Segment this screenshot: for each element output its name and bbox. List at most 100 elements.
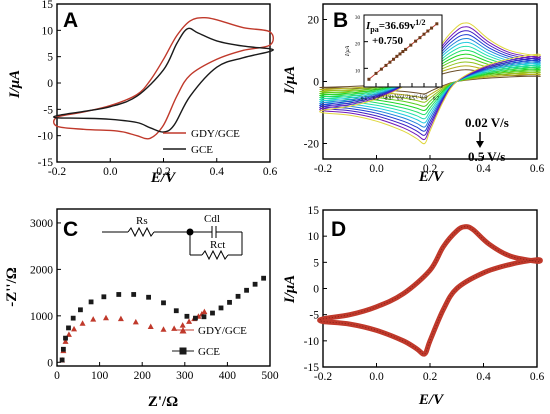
fit-point <box>404 47 408 51</box>
x-tick-label: -0.2 <box>48 166 66 178</box>
x-tick-label: 200 <box>134 370 152 382</box>
fit-point <box>414 39 418 43</box>
x-tick-label: 0.4 <box>397 97 404 102</box>
inset-ticks: 0.1 0.2 0.3 0.4 0.5 0.6 0.7 10 20 30 <box>355 14 440 102</box>
panel-b-ticks: -0.2 0.0 0.2 0.4 0.6 -20 0 20 <box>304 15 545 176</box>
panel-c-ylabel: -Z''/Ω <box>4 267 20 307</box>
y-tick-label: 20 <box>355 43 361 48</box>
fit-point <box>422 32 426 36</box>
eis-point-gce <box>210 310 215 316</box>
panel-a: -0.2 0.0 0.2 0.4 0.6 -15 -10 -5 0 5 10 15 A E/V I/μ… <box>7 0 277 186</box>
cv-curve-texture <box>319 226 541 355</box>
sweep-end-label: 0.5 V/s <box>468 149 505 164</box>
eis-point-gdy <box>160 326 167 332</box>
panel-c-ticks: 0 100 200 300 400 500 0 1000 2000 3000 <box>30 218 279 382</box>
eis-point-gce <box>227 299 232 305</box>
y-tick-label: 0 <box>313 77 319 89</box>
eis-point-gce <box>116 292 122 297</box>
panel-b-xlabel: E/V <box>418 169 445 185</box>
panel-a-xlabel: E/V <box>150 170 177 186</box>
y-tick-label: 30 <box>355 16 361 21</box>
y-tick-label: 0 <box>313 284 319 296</box>
eis-point-gce <box>101 294 107 300</box>
eis-point-gce <box>184 313 190 319</box>
eis-point-gdy <box>65 331 72 337</box>
y-tick-label: -5 <box>43 104 53 116</box>
cv-curve-gce <box>53 27 274 133</box>
panel-b-inset: 0.1 0.2 0.3 0.4 0.5 0.6 0.7 10 20 30 Ipa=36.69v1/… <box>345 14 443 102</box>
x-tick-label: -0.2 <box>314 163 332 175</box>
y-tick-label: 3000 <box>30 218 53 230</box>
x-tick-label: 0.6 <box>421 97 428 102</box>
x-tick-label: 0.4 <box>210 166 225 178</box>
y-tick-label: 0 <box>47 357 53 369</box>
panel-b: -0.2 0.0 0.2 0.4 0.6 -20 0 20 B E/V I/μA 0.02 V… <box>282 3 545 185</box>
eis-point-gce <box>218 305 224 311</box>
square-marker-icon <box>179 347 187 355</box>
circuit-label-cdl: Cdl <box>204 213 220 225</box>
x-tick-label: 0 <box>54 370 60 382</box>
circuit-label-rs: Rs <box>136 215 148 227</box>
resistor-rct-icon <box>201 249 229 261</box>
eis-point-gce <box>201 314 207 320</box>
x-tick-label: 0.2 <box>423 371 438 383</box>
y-tick-label: 15 <box>42 0 54 11</box>
panel-d-curves <box>317 224 543 357</box>
eis-point-gdy <box>179 322 186 328</box>
x-tick-label: -0.2 <box>314 371 332 383</box>
eis-point-gce <box>78 307 83 313</box>
y-tick-label: -20 <box>304 139 320 151</box>
panel-c-legend: GDY/GCE GCE <box>172 325 247 358</box>
fit-point <box>395 54 399 58</box>
x-tick-label: 0.7 <box>433 97 440 102</box>
panel-d: -0.2 0.0 0.2 0.4 0.6 -15 -10 -5 0 5 10 15 D E/V I/μ… <box>282 205 544 408</box>
x-tick-label: 0.5 <box>409 97 416 102</box>
x-tick-label: 0.2 <box>423 163 438 175</box>
eis-point-gdy <box>186 318 193 324</box>
eis-point-gce <box>66 325 71 331</box>
y-tick-label: -10 <box>38 131 54 143</box>
fit-point <box>392 57 396 61</box>
eis-point-gdy <box>117 315 124 322</box>
eis-point-gce <box>131 292 137 297</box>
y-tick-label: 10 <box>355 69 361 74</box>
eis-point-gce <box>88 299 94 305</box>
y-tick-label: 0 <box>47 78 53 90</box>
panel-c-markers <box>59 275 267 363</box>
cv-curve-thick <box>317 224 543 357</box>
y-tick-label: -10 <box>304 336 320 348</box>
inset-equation-line1: Ipa=36.69v1/2 <box>365 18 426 34</box>
x-tick-label: 0.6 <box>530 163 545 175</box>
panel-d-ylabel: I/μA <box>282 275 298 304</box>
circuit-node-icon <box>186 228 194 236</box>
eis-point-gdy <box>102 314 109 321</box>
eis-point-gce <box>193 315 198 321</box>
fit-point <box>398 52 402 56</box>
y-tick-label: 5 <box>313 257 319 269</box>
x-tick-label: 0.1 <box>361 97 368 102</box>
eis-point-gce <box>60 346 66 352</box>
fit-point <box>418 36 422 40</box>
fit-point <box>426 29 430 33</box>
panel-b-label: B <box>333 9 348 32</box>
eis-point-gce <box>261 275 267 281</box>
eis-point-gdy <box>90 316 97 322</box>
fit-point <box>435 22 439 26</box>
y-tick-label: -15 <box>38 157 54 169</box>
panel-b-ylabel: I/μA <box>282 66 298 95</box>
legend-label-gdy-c: GDY/GCE <box>198 325 247 337</box>
eis-point-gce <box>161 300 166 306</box>
eis-point-gdy <box>62 338 69 344</box>
eis-point-gce <box>59 357 65 363</box>
eis-point-gce <box>146 294 151 300</box>
x-tick-label: 500 <box>261 370 279 382</box>
inset-ylabel: I/μA <box>345 45 351 57</box>
inset-xlabel: v^(1/2)/V^(1/2)·s^(-1/2) <box>379 95 428 100</box>
eis-point-gce <box>173 308 179 314</box>
x-tick-label: 0.6 <box>263 166 278 178</box>
panel-c-label: C <box>63 218 78 241</box>
legend-label-gdy: GDY/GCE <box>191 128 240 140</box>
inset-equation-line2: +0.750 <box>372 35 404 47</box>
fit-point <box>374 71 378 75</box>
